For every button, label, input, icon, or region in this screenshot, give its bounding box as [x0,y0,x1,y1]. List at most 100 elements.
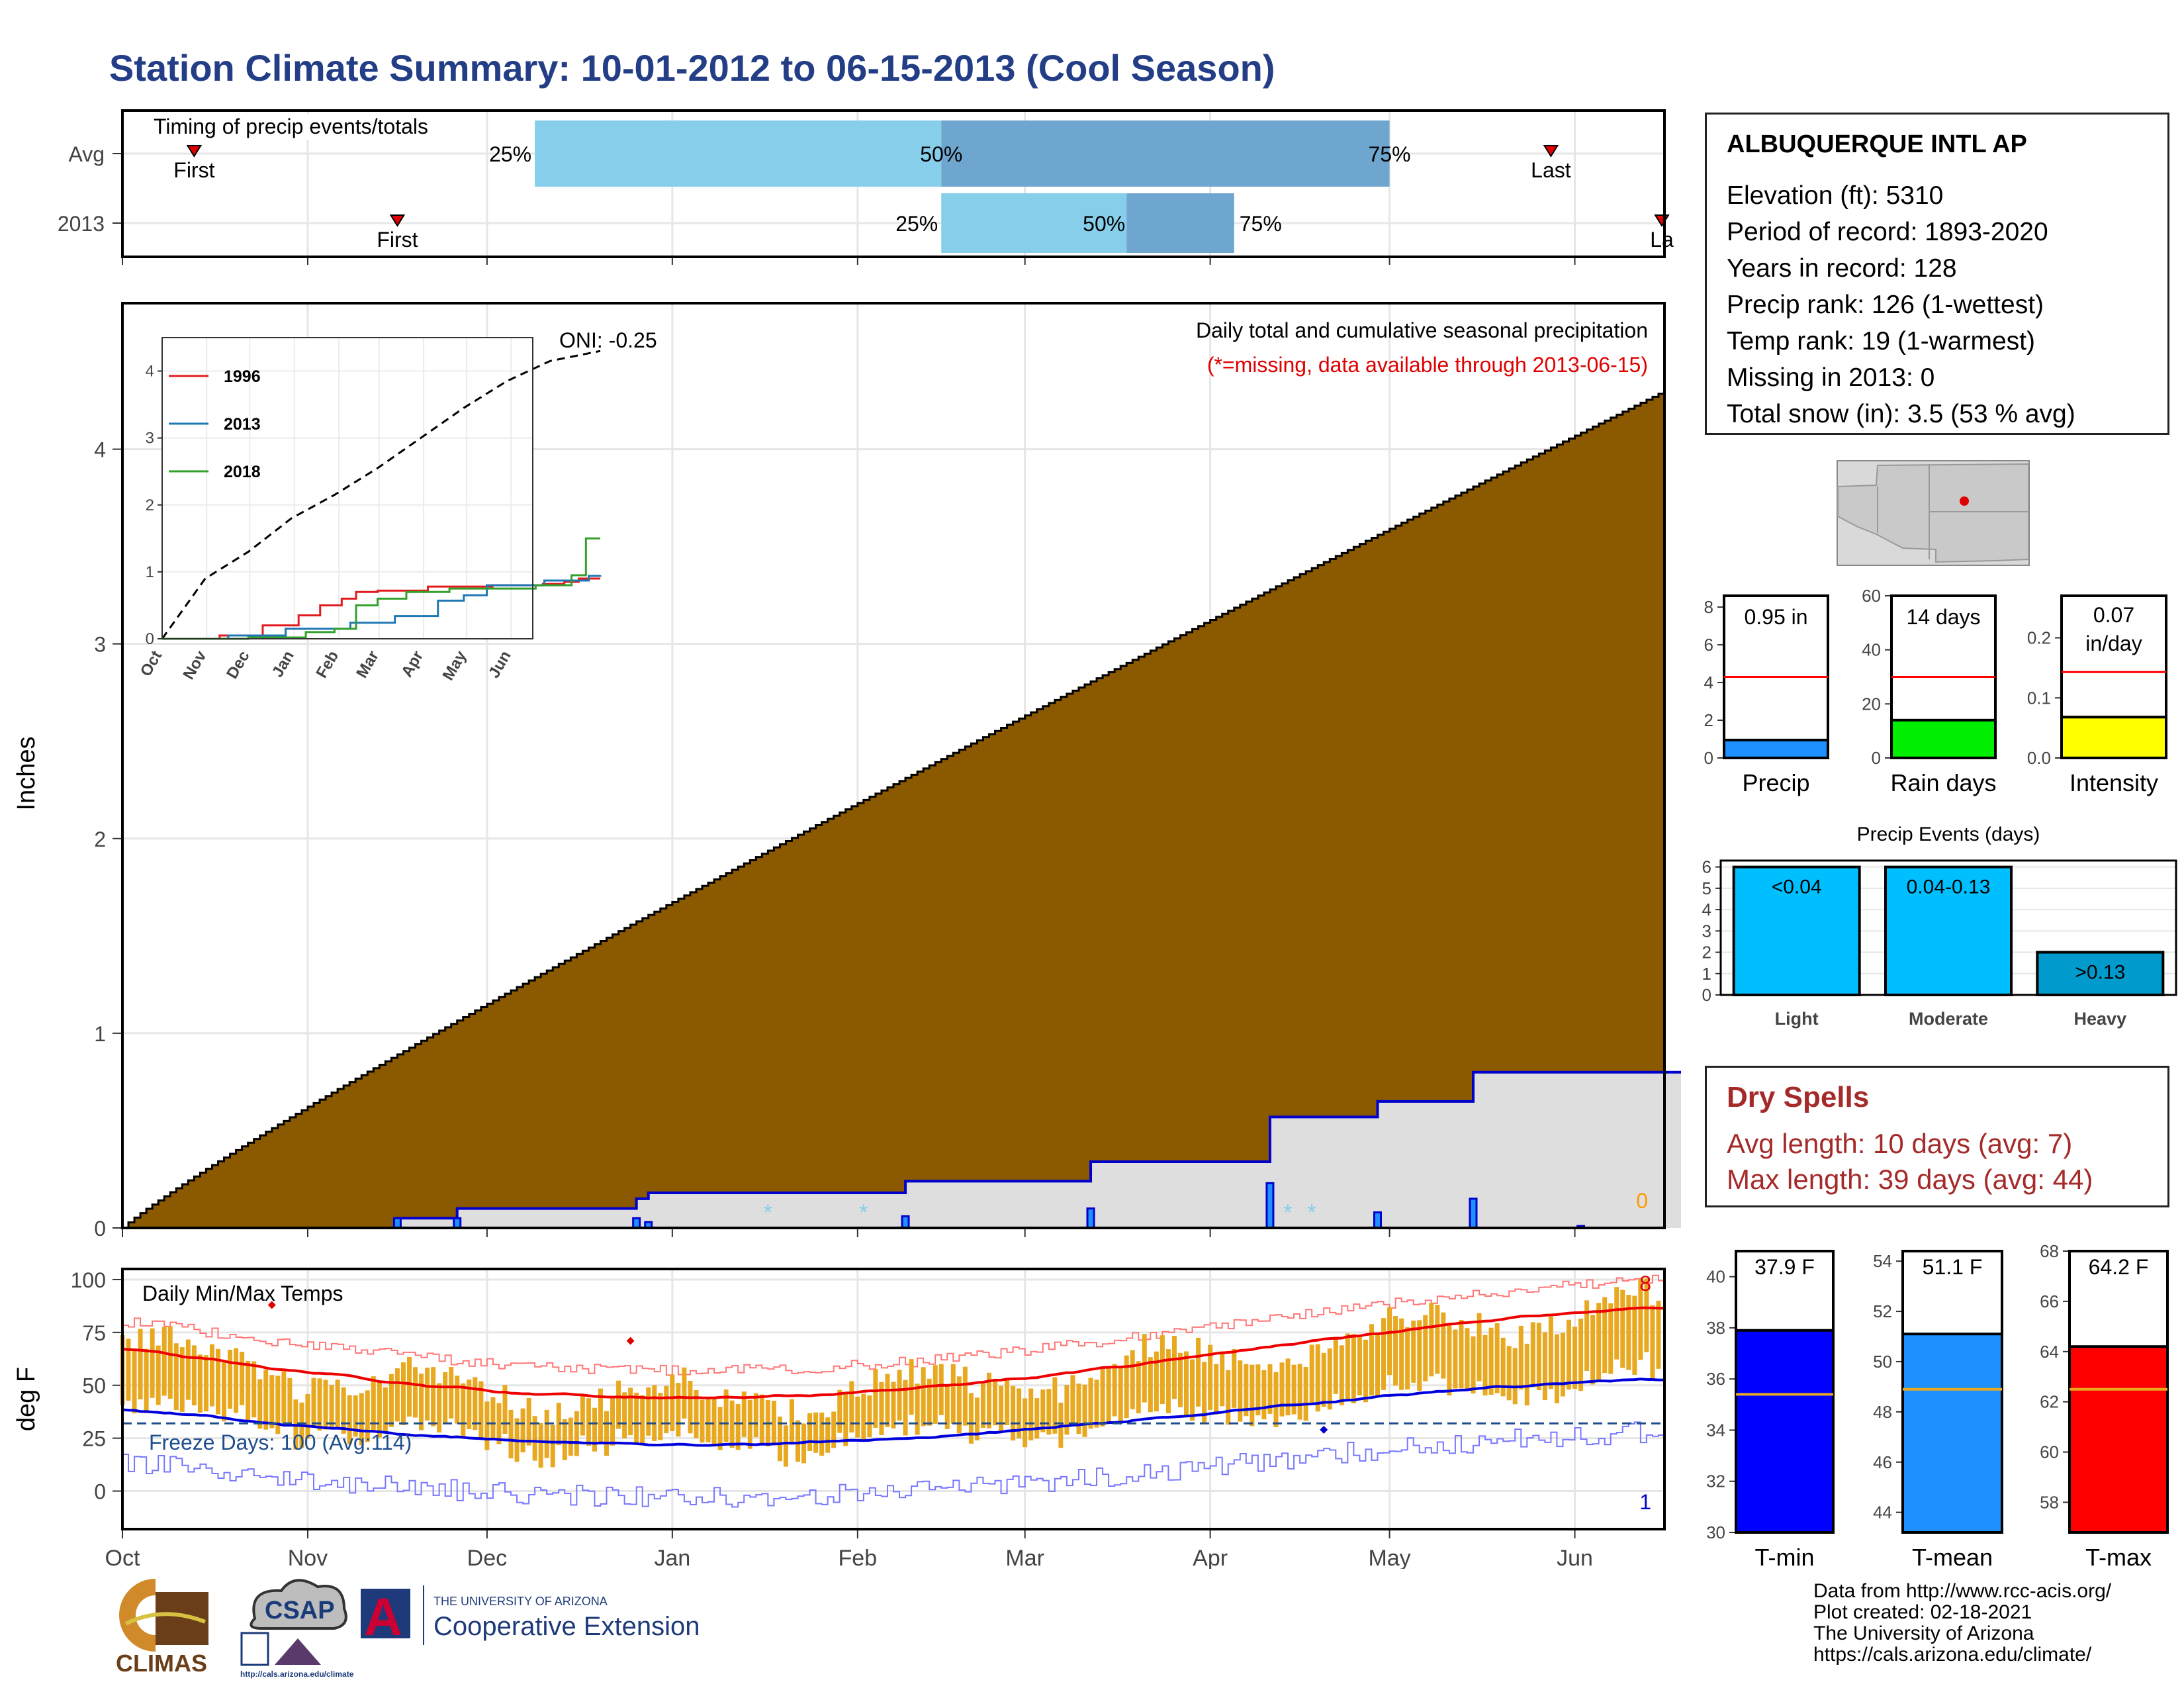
avg-cumulative-area [122,391,1666,1229]
gauge-ytick-label: 66 [2040,1291,2059,1311]
daily-precip-bar [1469,1197,1478,1229]
inset-legend-label: 2013 [224,415,261,434]
daily-temp-bar [161,1327,167,1396]
gauge-ytick-label: 68 [2040,1241,2059,1261]
daily-temp-bar [1106,1366,1111,1422]
daily-temp-bar [1148,1357,1153,1413]
month-label: Jan [654,1546,690,1569]
gauge-label: Precip [1742,769,1809,796]
temp-frame [121,1268,1666,1530]
daily-temp-bar [1411,1320,1416,1383]
daily-temp-bar [1393,1316,1398,1385]
csap-mountain [275,1638,321,1665]
precip-ytick-label: 0 [94,1217,106,1241]
record-high-marker [626,1336,635,1345]
daily-temp-bar [1165,1349,1171,1414]
daily-temp-bar [1171,1335,1177,1399]
daily-temp-bar [1512,1348,1518,1405]
daily-temp-bar [443,1372,448,1424]
daily-temp-bar [1094,1380,1099,1428]
precip-frame [121,302,1666,1229]
daily-temp-bar [1232,1348,1237,1408]
precip-ytick-label: 2 [94,827,106,851]
temp-chart: 0 25 50 75 100 Daily Min/Max Temps Freeze Days… [13,1268,1666,1569]
daily-temp-bar [400,1362,406,1425]
daily-temp-bar [909,1359,914,1415]
daily-temp-bar [1244,1364,1249,1417]
daily-temp-bar [759,1394,764,1444]
daily-temp-bar [1459,1319,1464,1389]
daily-temp-bar [771,1401,776,1444]
daily-temp-bar [455,1376,460,1424]
daily-temp-bar [275,1376,281,1434]
daily-temp-bar [999,1385,1004,1432]
daily-temp-bar [1572,1327,1578,1389]
daily-temp-bar [1285,1358,1291,1416]
record-high-marker [267,1301,276,1309]
daily-temp-bar [371,1376,376,1431]
daily-temp-bar [670,1374,675,1432]
locator-map [1837,460,2030,566]
avg-max-line [122,1306,1665,1400]
daily-temp-bar [126,1338,131,1401]
missing-marker: * [859,1200,868,1225]
month-label: Jun [1557,1546,1593,1569]
daily-temp-bar [1160,1335,1165,1405]
precip-gauges: 0 2 4 6 8 Precip 0.95 in 0 20 40 60 Rain days 14 day… [1704,586,2167,796]
timing-label-50: 50% [1083,212,1125,236]
gauge-ytick-label: 52 [1873,1301,1892,1321]
gauge-ytick-label: 0 [1704,748,1713,768]
ua-small-text: THE UNIVERSITY OF ARIZONA [433,1595,608,1608]
gauge-ytick-label: 6 [1704,635,1713,655]
timing-chart: 25% 50% 75% First Last Avg 25% 50% 75% First La 201… [58,109,1674,265]
daily-temp-bar [478,1381,484,1438]
credit-line: Plot created: 02-18-2021 [1813,1601,2032,1623]
daily-temp-bar [1656,1300,1661,1369]
daily-temp-bar [1471,1336,1476,1394]
daily-temp-bar [705,1397,711,1442]
inset-bg [162,338,533,639]
gauge-ytick-label: 0.1 [2027,688,2051,708]
daily-temp-bar [257,1379,263,1429]
daily-temp-bar [789,1399,794,1444]
daily-temp-bar [682,1367,687,1419]
missing-marker: * [764,1200,772,1225]
daily-temp-bar [311,1378,316,1428]
gauge-ytick-label: 30 [1706,1523,1725,1542]
gauge-ytick-label: 48 [1873,1402,1892,1422]
station-missing: Missing in 2013: 0 [1727,363,1935,392]
timing-frame [121,109,1666,258]
daily-precip-bar [1373,1211,1383,1229]
ua-letter: A [364,1587,402,1646]
station-info-box: ALBUQUERQUE INTL AP Elevation (ft): 5310… [1705,113,2169,435]
timing-bar-25-50 [535,120,942,187]
gauge-ytick-label: 36 [1706,1369,1725,1389]
daily-temp-bar [1220,1351,1225,1407]
daily-temp-bar [388,1374,394,1427]
daily-temp-bar [1309,1344,1314,1404]
events-ytick-label: 0 [1702,985,1711,1005]
daily-temp-bar [1620,1289,1625,1368]
daily-temp-bar [1255,1364,1261,1416]
daily-temp-bar [197,1354,203,1413]
daily-temp-bar [796,1420,801,1462]
daily-temp-bar [341,1387,346,1434]
daily-precip-bar [632,1217,641,1229]
daily-temp-bar [867,1395,872,1438]
ua-block [361,1589,410,1638]
missing-marker: * [1308,1200,1316,1225]
daily-temp-bar [700,1399,705,1443]
daily-temp-bar [156,1345,161,1405]
daily-temp-bar [1112,1364,1117,1417]
daily-temp-bar [1578,1319,1584,1391]
station-years: Years in record: 128 [1727,254,1957,283]
daily-temp-bar [753,1393,758,1438]
events-frame [1719,859,2177,996]
daily-temp-bar [508,1409,514,1459]
gauge-value: 14 days [1906,605,1980,629]
temp-ytick-label: 50 [82,1374,106,1398]
gauge-ytick-label: 60 [2040,1442,2059,1462]
daily-temp-bar [927,1378,932,1426]
ua-logo: A THE UNIVERSITY OF ARIZONA Cooperative … [361,1585,700,1646]
station-name: ALBUQUERQUE INTL AP [1727,130,2027,158]
